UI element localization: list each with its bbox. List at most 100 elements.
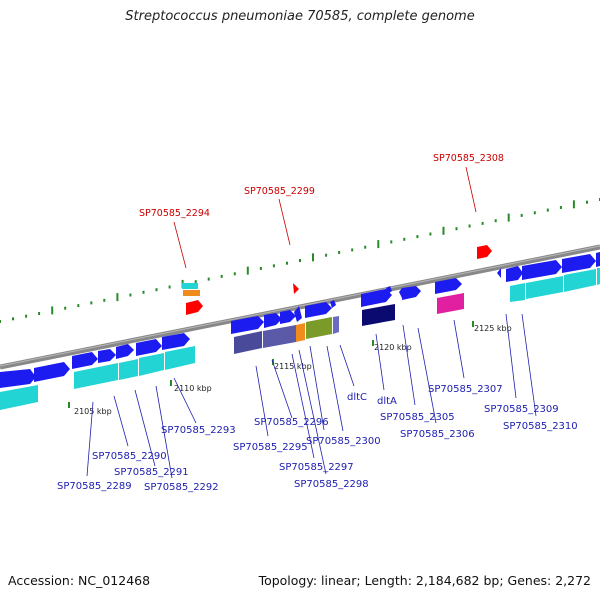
gene-arrow[interactable] (231, 316, 264, 334)
cyan-feature (139, 353, 164, 376)
ruler-minor-tick (494, 219, 497, 223)
highlight-gene-SP70585_2294[interactable] (186, 300, 203, 315)
navy-feature (362, 304, 395, 326)
ruler-minor-tick (481, 221, 484, 225)
gene-arrow[interactable] (280, 310, 296, 324)
ruler-minor-tick (533, 211, 536, 215)
cyan-feature (74, 363, 118, 389)
ruler-minor-tick (77, 304, 80, 308)
gene-arrow[interactable] (399, 288, 402, 298)
ruler-minor-tick (586, 200, 588, 204)
gene-arrow[interactable] (330, 300, 336, 308)
gene-arrow[interactable] (72, 352, 98, 369)
gene-arrow[interactable] (98, 349, 116, 363)
ruler-minor-tick (416, 235, 419, 239)
label-SP70585_2307[interactable]: SP70585_2307 (428, 384, 503, 395)
cyan-feature (0, 385, 38, 410)
cyan-feature (119, 359, 138, 380)
highlight-gene-SP70585_2299[interactable] (293, 283, 299, 294)
tick-label-2120: 2120 kbp (374, 343, 412, 352)
topology-text: Topology: linear; Length: 2,184,682 bp; … (258, 573, 591, 588)
gene-arrow[interactable] (402, 286, 421, 300)
gene-arrow[interactable] (497, 268, 501, 278)
ruler-minor-tick (207, 277, 210, 281)
cyan-feature (526, 276, 563, 299)
label-dltA[interactable]: dltA (377, 396, 397, 407)
gene-arrow[interactable] (506, 266, 523, 282)
gene-arrow[interactable] (294, 306, 302, 322)
ruler-minor-tick (64, 306, 67, 310)
purple-feature (263, 325, 296, 348)
ruler-major-tick (312, 253, 314, 262)
scale-tick-mark (68, 402, 70, 408)
cyan-feature (564, 269, 596, 292)
orange-feature (183, 290, 200, 296)
ruler-minor-tick (142, 290, 145, 294)
label-SP70585_2300[interactable]: SP70585_2300 (306, 436, 381, 447)
ruler-minor-tick (103, 298, 106, 302)
ruler-minor-tick (351, 248, 354, 252)
ruler-minor-tick (286, 261, 288, 265)
ruler-minor-tick (220, 274, 223, 278)
gene-arrow[interactable] (264, 313, 282, 328)
label-SP70585_2310[interactable]: SP70585_2310 (503, 421, 578, 432)
ruler-minor-tick (429, 232, 432, 236)
label-SP70585_2289[interactable]: SP70585_2289 (57, 481, 132, 492)
gene-arrow[interactable] (522, 260, 562, 280)
ruler-minor-tick (194, 280, 197, 284)
accession-text: Accession: NC_012468 (8, 573, 151, 588)
gene-features (0, 245, 600, 410)
gene-arrow[interactable] (136, 339, 162, 356)
cyan-feature (165, 346, 195, 370)
genome-backbone-highlight (0, 245, 600, 367)
scale-tick-mark (372, 340, 374, 346)
label-SP70585_2308[interactable]: SP70585_2308 (433, 153, 504, 164)
label-leaders (86, 166, 537, 479)
ruler-minor-tick (38, 312, 41, 315)
ruler-minor-tick (468, 224, 471, 228)
label-SP70585_2305[interactable]: SP70585_2305 (380, 412, 455, 423)
ruler-minor-tick (90, 301, 93, 305)
label-SP70585_2292[interactable]: SP70585_2292 (144, 482, 219, 493)
gene-arrow[interactable] (116, 344, 134, 359)
gene-arrow[interactable] (562, 254, 596, 273)
ruler-minor-tick (325, 253, 328, 257)
label-SP70585_2294[interactable]: SP70585_2294 (139, 208, 210, 219)
ruler-minor-tick (259, 267, 262, 270)
label-SP70585_2291[interactable]: SP70585_2291 (114, 467, 189, 478)
gene-arrow[interactable] (0, 369, 36, 388)
purple-feature (234, 331, 262, 354)
gene-arrow[interactable] (435, 278, 462, 294)
label-SP70585_2306[interactable]: SP70585_2306 (400, 429, 475, 440)
label-SP70585_2290[interactable]: SP70585_2290 (92, 451, 167, 462)
label-SP70585_2293[interactable]: SP70585_2293 (161, 425, 236, 436)
label-dltC[interactable]: dltC (347, 392, 367, 403)
tick-label-2110: 2110 kbp (174, 384, 212, 393)
label-SP70585_2298[interactable]: SP70585_2298 (294, 479, 369, 490)
ruler-minor-tick (233, 272, 236, 276)
highlight-gene-SP70585_2308[interactable] (477, 245, 492, 259)
label-SP70585_2299[interactable]: SP70585_2299 (244, 186, 315, 197)
label-SP70585_2309[interactable]: SP70585_2309 (484, 404, 559, 415)
gene-arrow[interactable] (596, 252, 600, 267)
gene-arrow[interactable] (162, 333, 190, 350)
ruler-minor-tick (338, 251, 341, 254)
label-SP70585_2295[interactable]: SP70585_2295 (233, 442, 308, 453)
cyan-feature (597, 268, 600, 285)
ruler-minor-tick (168, 285, 171, 289)
gene-arrow[interactable] (34, 362, 70, 382)
gene-arrow[interactable] (361, 289, 392, 307)
ruler-minor-tick (559, 206, 562, 209)
tick-label-2125: 2125 kbp (474, 324, 512, 333)
ruler-minor-tick (0, 320, 1, 323)
gene-arrow[interactable] (386, 286, 392, 294)
scale-labels: 2105 kbp 2110 kbp 2115 kbp 2120 kbp 2125… (74, 324, 512, 416)
olive-feature (306, 317, 332, 339)
ruler-minor-tick (129, 293, 132, 297)
label-SP70585_2296[interactable]: SP70585_2296 (254, 417, 329, 428)
label-SP70585_2297[interactable]: SP70585_2297 (279, 462, 354, 473)
gene-arrow[interactable] (305, 302, 332, 318)
ruler-minor-tick (155, 288, 158, 292)
